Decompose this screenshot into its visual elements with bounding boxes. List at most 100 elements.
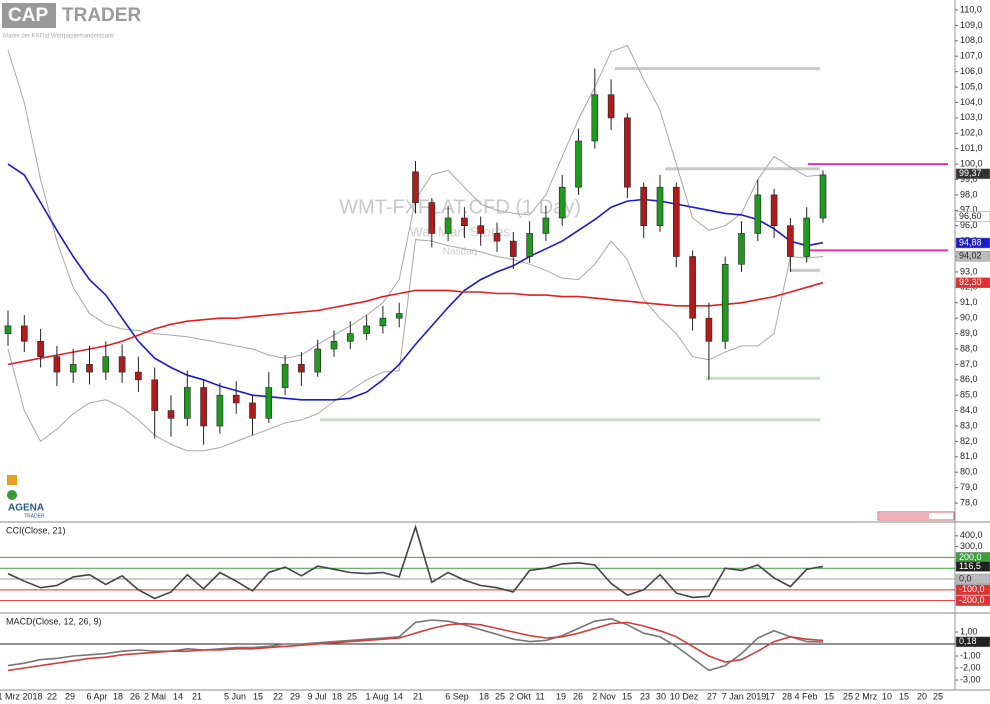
y-tick-label: 109,0: [960, 20, 983, 30]
candle-body: [542, 217, 550, 234]
y-tick-label: 79,0: [960, 482, 978, 492]
y-tick-label: 107,0: [960, 51, 983, 61]
x-tick-label: 18: [332, 691, 342, 701]
candle-body: [803, 217, 811, 257]
candle-body: [656, 186, 664, 227]
indicator-line: [7, 239, 824, 452]
y-tick-label: 91,0: [960, 297, 978, 307]
y-tick-label: 101,0: [960, 143, 983, 153]
axis-tag-label: 92,30: [959, 277, 982, 287]
candle-body: [216, 394, 224, 427]
y-tick-label: 108,0: [960, 35, 983, 45]
candle-body: [705, 317, 713, 342]
y-tick-label: 80,0: [960, 467, 978, 477]
candle-body: [167, 410, 175, 419]
candle-body: [754, 194, 762, 234]
x-tick-label: 4 Feb: [794, 691, 817, 701]
x-tick-label: 15: [622, 691, 632, 701]
x-tick-label: 1 Aug: [365, 691, 388, 701]
candle-body: [477, 225, 485, 234]
y-tick-label: 110,0: [960, 4, 982, 14]
x-tick-label: 2 Nov: [592, 691, 616, 701]
y-tick-label: 82,0: [960, 436, 978, 446]
y-tick-label: 86,0: [960, 374, 978, 384]
y-tick-label: 300,0: [960, 541, 983, 551]
candle-body: [249, 402, 256, 419]
axis-tag: [955, 211, 990, 222]
candle-body: [395, 313, 403, 319]
candle-body: [819, 174, 827, 219]
indicator-line: [7, 163, 824, 401]
candle-body: [69, 364, 77, 373]
y-tick-label: 83,0: [960, 420, 978, 430]
y-tick-label: -1,00: [960, 650, 981, 660]
candle-body: [4, 325, 12, 334]
axis-tag-label: 94,02: [959, 251, 982, 261]
y-tick-label: 102,0: [960, 128, 983, 138]
y-tick-label: 105,0: [960, 81, 983, 91]
candle-body: [232, 394, 240, 404]
candle-body: [526, 233, 533, 257]
axis-tag-label: 96,60: [959, 211, 982, 221]
candle-body: [640, 186, 648, 227]
candle-body: [314, 348, 322, 373]
x-tick-label: 26: [130, 691, 140, 701]
x-tick-label: 22: [47, 691, 57, 701]
candle-body: [20, 325, 28, 342]
x-tick-label: 23: [640, 691, 650, 701]
axis-tag-label: -100,0: [959, 584, 985, 594]
candle-body: [558, 186, 566, 219]
logo-badge: [2, 3, 56, 28]
axis-tag-label: 0,0: [959, 573, 972, 583]
x-tick-label: 10 Dez: [670, 691, 699, 701]
logo-right: TRADER: [62, 5, 141, 26]
icon: [7, 475, 17, 485]
indicator-title: CCI(Close, 21): [6, 525, 66, 535]
x-tick-label: 25: [933, 691, 943, 701]
axis-tag: [955, 237, 990, 249]
y-tick-label: 97,0: [960, 205, 978, 215]
y-tick-label: 93,0: [960, 266, 978, 276]
candle-body: [200, 387, 207, 427]
logo-tagline: Marke der FXFlat Wertpapierhandelsbank: [3, 34, 115, 40]
x-tick-label: 21: [192, 691, 202, 701]
y-tick-label: 87,0: [960, 359, 978, 369]
scrollbar-thumb[interactable]: [879, 513, 929, 519]
axis-tag-label: 99,37: [959, 168, 982, 178]
candle-body: [281, 364, 289, 388]
y-tick-label: 84,0: [960, 405, 978, 415]
logo-left: CAP: [8, 5, 48, 26]
footer-logo-sub: TRADER: [24, 513, 45, 519]
indicator-line: [7, 524, 824, 600]
x-tick-label: 29: [65, 691, 75, 701]
candle-body: [770, 194, 778, 227]
y-tick-label: 85,0: [960, 390, 978, 400]
candle-body: [379, 317, 387, 327]
candle-body: [461, 217, 468, 227]
indicator-line: [7, 621, 824, 672]
x-tick-label: 25: [347, 691, 357, 701]
candle-body: [672, 186, 680, 257]
indicator-title: MACD(Close, 12, 26, 9): [6, 616, 102, 626]
watermark-exchange: Nasdaq: [443, 247, 477, 258]
candle-body: [738, 233, 745, 265]
x-tick-label: 14: [393, 691, 403, 701]
x-tick-label: 15: [824, 691, 834, 701]
candle-body: [184, 387, 191, 419]
axis-tag-label: 116,5: [959, 561, 981, 571]
candle-body: [298, 364, 305, 373]
watermark-title: WMT-FXFLAT.CFD (1 Day): [339, 196, 581, 218]
y-tick-label: -3,00: [960, 674, 981, 684]
axis-tag-label: -200,0: [959, 595, 985, 605]
candle-body: [102, 356, 110, 373]
x-tick-label: 30: [656, 691, 666, 701]
x-tick-label: 10: [882, 691, 892, 701]
x-tick-label: 22: [273, 691, 283, 701]
candle-body: [118, 356, 126, 373]
x-tick-label: 5 Jun: [224, 691, 246, 701]
x-tick-label: 20: [917, 691, 927, 701]
axis-tag-label: 200,0: [959, 552, 982, 562]
candle-body: [86, 364, 93, 373]
indicator-line: [7, 617, 824, 672]
